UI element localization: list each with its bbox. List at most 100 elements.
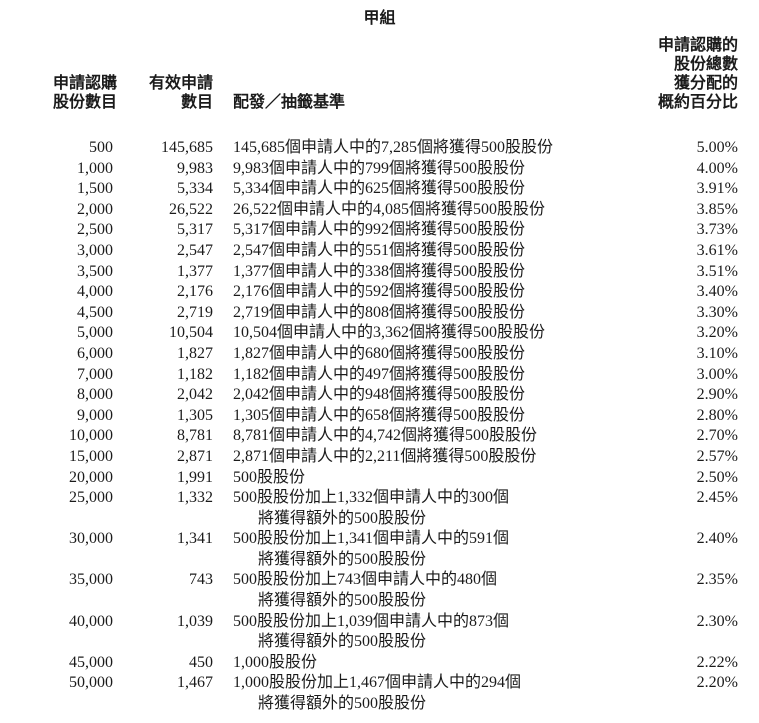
shares-applied-cell: 7,000 [77,365,113,383]
shares-applied-cell: 8,000 [77,386,113,404]
valid-applications-cell: 5,334 [177,180,213,198]
percent-cell: 3.00% [696,365,738,383]
table-row: 8,000 2,042 2,042個申請人中的948個將獲得500股股份 2.9… [53,385,738,406]
shares-applied-cell: 500 [89,139,113,156]
shares-applied-cell: 1,000 [77,159,113,177]
basis-line: 1,305個申請人中的658個將獲得500股股份 [233,406,526,424]
basis-line: 26,522個申請人中的4,085個將獲得500股股份 [233,200,546,218]
basis-line: 1,377個申請人中的338個將獲得500股股份 [233,262,526,280]
basis-line-continuation: 將獲得額外的500股股份 [258,592,427,610]
percent-cell: 2.50% [696,468,738,486]
basis-line: 8,781個申請人中的4,742個將獲得500股股份 [233,427,538,445]
header-line: 股份數目 [53,94,118,111]
percent-cell: 3.30% [696,303,738,321]
percent-cell: 2.22% [696,653,738,671]
table-row: 15,000 2,871 2,871個申請人中的2,211個將獲得500股股份 … [53,447,738,468]
shares-applied-cell: 4,500 [77,303,113,321]
table-header-row: 申請認購 股份數目 有效申請 數目 配發／抽籤基準 申請認購的 股份總數 獲分配… [53,36,738,112]
percent-cell: 2.45% [696,489,738,507]
table-row: 3,500 1,377 1,377個申請人中的338個將獲得500股股份 3.5… [53,262,738,283]
valid-applications-cell: 26,522 [169,200,213,218]
basis-cell: 1,827個申請人中的680個將獲得500股股份 [213,344,653,365]
shares-applied-cell: 9,000 [77,406,113,424]
shares-applied-cell: 10,000 [69,427,113,445]
valid-applications-cell: 1,467 [177,674,213,692]
header-line: 數目 [180,94,213,111]
percent-cell: 3.20% [696,324,738,342]
table-row: 6,000 1,827 1,827個申請人中的680個將獲得500股股份 3.1… [53,344,738,365]
valid-applications-cell: 1,305 [177,406,213,424]
percent-cell: 2.90% [696,386,738,404]
header-line: 申請認購 [53,75,118,92]
basis-cell: 500股股份加上1,341個申請人中的591個 將獲得額外的500股股份 [213,529,653,570]
header-shares-applied: 申請認購 股份數目 [53,74,118,112]
basis-line: 2,547個申請人中的551個將獲得500股股份 [233,241,526,259]
header-line: 股份總數 [673,56,738,73]
allotment-table: 申請認購 股份數目 有效申請 數目 配發／抽籤基準 申請認購的 股份總數 獲分配… [53,36,738,715]
header-basis: 配發／抽籤基準 [213,93,653,112]
valid-applications-cell: 1,377 [177,262,213,280]
table-row: 5,000 10,504 10,504個申請人中的3,362個將獲得500股股份… [53,323,738,344]
basis-cell: 5,317個申請人中的992個將獲得500股股份 [213,220,653,241]
table-row: 3,000 2,547 2,547個申請人中的551個將獲得500股股份 3.6… [53,241,738,262]
table-row: 50,000 1,467 1,000股股份加上1,467個申請人中的294個 將獲… [53,673,738,714]
basis-line: 5,317個申請人中的992個將獲得500股股份 [233,221,526,239]
valid-applications-cell: 1,039 [177,612,213,630]
percent-cell: 5.00% [696,139,738,156]
basis-cell: 10,504個申請人中的3,362個將獲得500股股份 [213,323,653,344]
basis-line-continuation: 將獲得額外的500股股份 [258,509,427,527]
table-row: 35,000 743 500股股份加上743個申請人中的480個 將獲得額外的50… [53,570,738,611]
basis-line: 9,983個申請人中的799個將獲得500股股份 [233,159,526,177]
basis-line: 500股股份 [233,468,306,486]
percent-cell: 3.40% [696,283,738,301]
basis-line: 500股股份加上743個申請人中的480個 [233,571,498,589]
valid-applications-cell: 1,827 [177,344,213,362]
basis-cell: 2,871個申請人中的2,211個將獲得500股股份 [213,447,653,468]
percent-cell: 3.91% [696,180,738,198]
valid-applications-cell: 5,317 [177,221,213,239]
table-row: 4,000 2,176 2,176個申請人中的592個將獲得500股股份 3.4… [53,282,738,303]
header-percent: 申請認購的 股份總數 獲分配的 概約百分比 [653,36,738,112]
table-row: 20,000 1,991 500股股份 2.50% [53,468,738,489]
shares-applied-cell: 20,000 [69,468,113,486]
basis-line: 2,871個申請人中的2,211個將獲得500股股份 [233,447,537,465]
basis-cell: 500股股份 [213,468,653,489]
basis-cell: 1,000股股份加上1,467個申請人中的294個 將獲得額外的500股股份 [213,673,653,714]
percent-cell: 2.80% [696,406,738,424]
valid-applications-cell: 1,991 [177,468,213,486]
basis-cell: 500股股份加上1,332個申請人中的300個將獲得額外的500股股份 [213,488,653,529]
valid-applications-cell: 10,504 [169,324,213,342]
header-line: 獲分配的 [673,75,738,92]
table-row: 500 145,685 145,685個申請人中的7,285個將獲得500股股份… [53,138,738,159]
basis-cell: 1,000股股份 [213,653,653,674]
basis-cell: 500股股份加上1,039個申請人中的873個 將獲得額外的500股股份 [213,612,653,653]
table-row: 1,500 5,334 5,334個申請人中的625個將獲得500股股份 3.9… [53,179,738,200]
basis-line: 500股股份加上1,332個申請人中的300個 [233,489,510,507]
basis-cell: 1,182個申請人中的497個將獲得500股股份 [213,365,653,386]
percent-cell: 3.73% [696,221,738,239]
valid-applications-cell: 1,182 [177,365,213,383]
table-row: 25,000 1,332 500股股份加上1,332個申請人中的300個將獲得額… [53,488,738,529]
valid-applications-cell: 450 [189,653,213,671]
shares-applied-cell: 25,000 [69,489,113,507]
basis-line: 2,719個申請人中的808個將獲得500股股份 [233,303,526,321]
basis-cell: 2,719個申請人中的808個將獲得500股股份 [213,303,653,324]
header-line: 申請認購的 [657,37,738,54]
basis-line: 1,000股股份 [233,653,318,671]
table-row: 2,000 26,522 26,522個申請人中的4,085個將獲得500股股份… [53,200,738,221]
shares-applied-cell: 6,000 [77,344,113,362]
basis-line-continuation: 將獲得額外的500股股份 [258,633,427,651]
header-line: 概約百分比 [657,94,738,111]
shares-applied-cell: 2,500 [77,221,113,239]
valid-applications-cell: 1,332 [177,489,213,507]
valid-applications-cell: 2,042 [177,386,213,404]
shares-applied-cell: 15,000 [69,447,113,465]
basis-cell: 2,547個申請人中的551個將獲得500股股份 [213,241,653,262]
percent-cell: 2.70% [696,427,738,445]
group-title: 甲組 [363,10,396,27]
percent-cell: 3.85% [696,200,738,218]
header-line: 配發／抽籤基準 [233,94,346,111]
valid-applications-cell: 145,685 [161,139,213,156]
percent-cell: 2.35% [696,571,738,589]
